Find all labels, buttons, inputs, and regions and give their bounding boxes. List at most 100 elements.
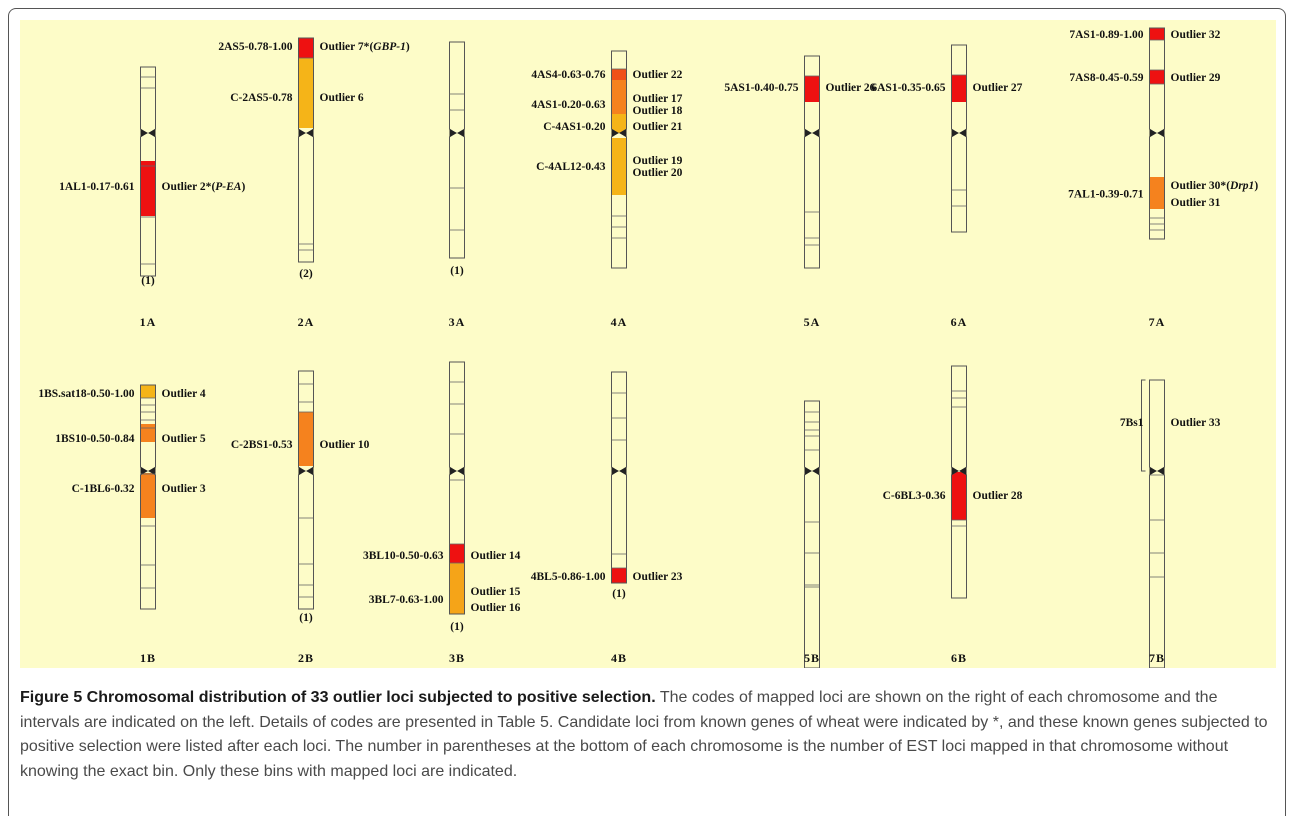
interval-label: 4BL5-0.86-1.00 [531, 571, 606, 583]
locus-count: (1) [612, 588, 626, 600]
outlier-label: Outlier 18 [633, 105, 683, 117]
outlier-label: Outlier 19 [633, 155, 683, 167]
outlier-label: Outlier 14 [471, 550, 521, 562]
locus-count: (1) [141, 275, 155, 287]
interval-label: 4AS1-0.20-0.63 [531, 99, 605, 111]
centromere [449, 129, 465, 137]
outlier-label: Outlier 33 [1171, 417, 1221, 429]
chromosome-6B [951, 365, 967, 599]
locus-bin [611, 69, 627, 80]
figure-caption: Figure 5 Chromosomal distribution of 33 … [20, 686, 1274, 784]
locus-bin [1149, 28, 1165, 40]
outlier-label: Outlier 21 [633, 121, 683, 133]
locus-bin [1149, 177, 1165, 209]
centromere [611, 129, 627, 137]
chromosome-name: 1B [140, 651, 156, 665]
interval-label: C-4AS1-0.20 [543, 121, 606, 133]
interval-label: C-6BL3-0.36 [883, 490, 946, 502]
interval-label: 4AS4-0.63-0.76 [531, 69, 605, 81]
locus-bin [140, 385, 156, 398]
chromosome-name: 4A [611, 315, 628, 329]
chromosome-name: 1A [140, 315, 157, 329]
outlier-label: Outlier 28 [973, 490, 1023, 502]
chromosome-outline [804, 400, 820, 668]
chromosome-7A [1149, 27, 1165, 240]
locus-count: (1) [450, 265, 464, 277]
chromosome-name: 4B [611, 651, 627, 665]
interval-label: 1AL1-0.17-0.61 [59, 181, 135, 193]
locus-bin [140, 473, 156, 518]
locus-bin [298, 58, 314, 128]
locus-bin [611, 114, 627, 133]
outlier-label: Outlier 10 [320, 439, 370, 451]
outlier-label: Outlier 31 [1171, 197, 1221, 209]
centromere [951, 467, 967, 475]
interval-label: 6AS1-0.35-0.65 [871, 82, 945, 94]
outlier-label: Outlier 15 [471, 586, 521, 598]
locus-bin [1149, 70, 1165, 84]
locus-count: (1) [450, 621, 464, 633]
interval-label: 3BL7-0.63-1.00 [369, 594, 444, 606]
outlier-label: Outlier 29 [1171, 72, 1221, 84]
chromosome-outline [951, 44, 967, 233]
outlier-label: Outlier 7*(GBP-1) [320, 41, 410, 53]
figure-frame [8, 8, 1286, 816]
interval-label: 1BS.sat18-0.50-1.00 [38, 388, 134, 400]
centromere [804, 129, 820, 137]
chromosome-6A [951, 44, 967, 233]
outlier-label: Outlier 22 [633, 69, 683, 81]
centromere [1149, 129, 1165, 137]
locus-bin [298, 38, 314, 58]
locus-bin [611, 138, 627, 195]
outlier-label: Outlier 27 [973, 82, 1023, 94]
outlier-label: Outlier 26 [826, 82, 876, 94]
locus-bin [449, 563, 465, 614]
chromosome-map: 1AL1-0.17-0.61 Outlier 2*(P-EA) (1) 1A 2AS5-… [38, 27, 1258, 668]
outlier-label: Outlier 2*(P-EA) [162, 181, 246, 193]
interval-label: 2AS5-0.78-1.00 [218, 41, 292, 53]
bracket [1141, 379, 1146, 472]
outlier-label: Outlier 23 [633, 571, 683, 583]
chromosome-name: 7A [1149, 315, 1166, 329]
locus-bin [140, 424, 156, 442]
chromosome-7B [1141, 379, 1165, 668]
centromere [951, 129, 967, 137]
centromere [298, 467, 314, 475]
locus-count: (2) [299, 268, 313, 280]
interval-label: 7AL1-0.39-0.71 [1068, 189, 1144, 201]
chromosome-name: 5A [804, 315, 821, 329]
chromosome-outline [611, 371, 627, 584]
chromosome-4B [611, 371, 627, 584]
interval-label: C-2BS1-0.53 [231, 439, 293, 451]
chromosome-name: 7B [1149, 651, 1165, 665]
centromere [611, 467, 627, 475]
chromosome-outline [1149, 379, 1165, 668]
chromosome-name: 2A [298, 315, 315, 329]
chromosome-3A [449, 41, 465, 259]
chromosome-name: 3A [449, 315, 466, 329]
chromosome-3B [449, 361, 465, 615]
chromosome-5A [804, 55, 820, 269]
centromere [298, 129, 314, 137]
interval-label: 7Bs1 [1120, 417, 1144, 429]
locus-bin [951, 75, 967, 102]
outlier-label: Outlier 16 [471, 602, 521, 614]
locus-bin [611, 568, 627, 583]
chromosome-1B [140, 384, 156, 610]
locus-bin [140, 161, 156, 216]
outlier-label: Outlier 4 [162, 388, 206, 400]
chromosome-4A [611, 50, 627, 269]
interval-label: 5AS1-0.40-0.75 [724, 82, 798, 94]
interval-label: 1BS10-0.50-0.84 [55, 433, 134, 445]
locus-bin [298, 412, 314, 466]
outlier-label: Outlier 17 [633, 93, 683, 105]
locus-bin [449, 544, 465, 563]
interval-label: C-1BL6-0.32 [72, 483, 135, 495]
interval-label: C-2AS5-0.78 [230, 92, 293, 104]
chromosome-name: 3B [449, 651, 465, 665]
outlier-label: Outlier 5 [162, 433, 206, 445]
interval-label: 3BL10-0.50-0.63 [363, 550, 444, 562]
interval-label: 7AS1-0.89-1.00 [1069, 29, 1143, 41]
caption-title: Figure 5 Chromosomal distribution of 33 … [20, 689, 656, 706]
chromosome-5B [804, 400, 820, 668]
